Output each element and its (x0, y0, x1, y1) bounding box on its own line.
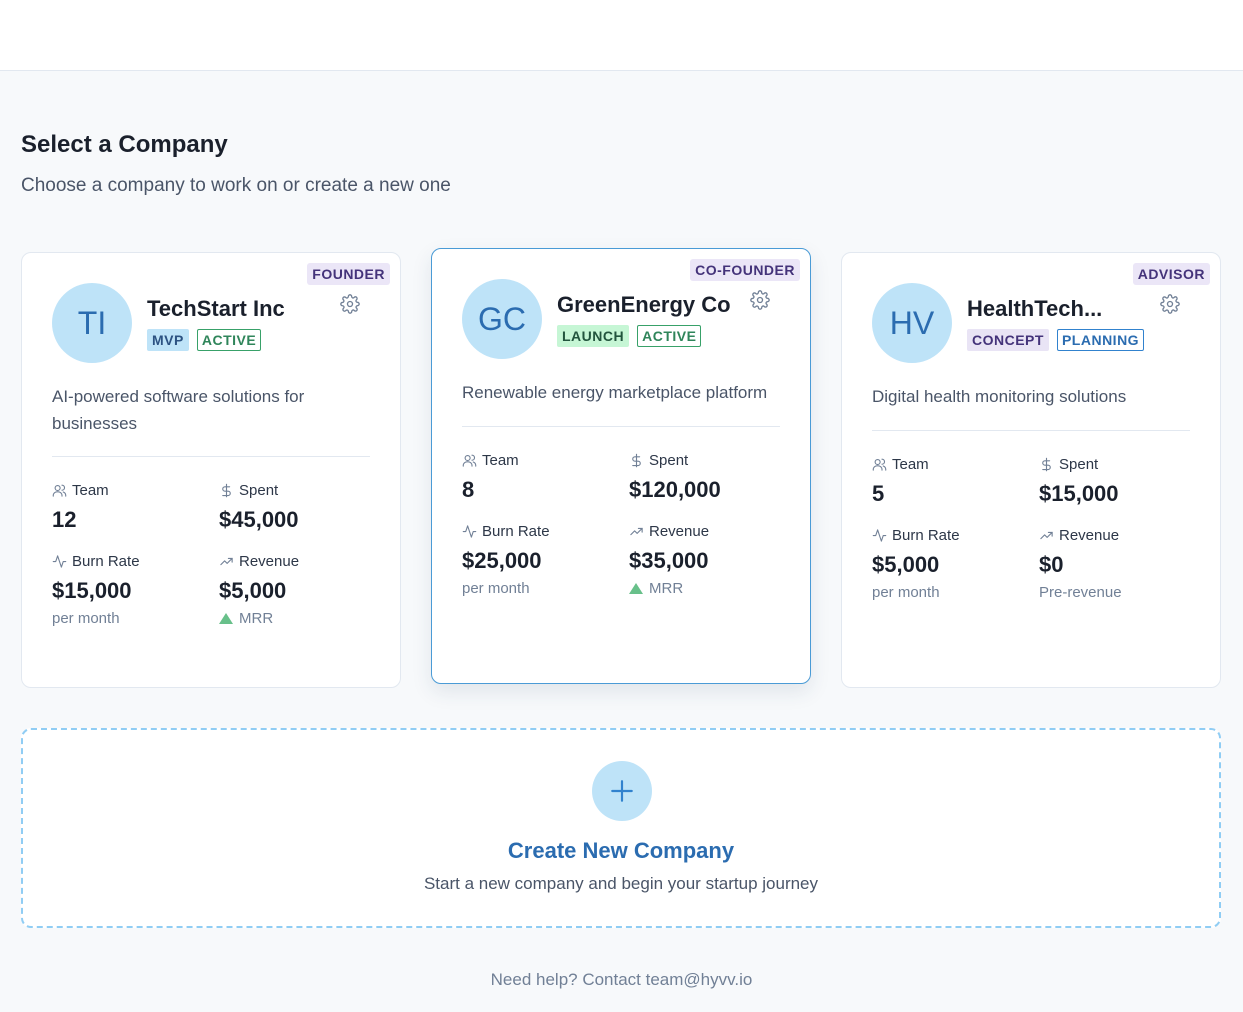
stat-label: Team (72, 481, 109, 499)
stat-label: Burn Rate (892, 526, 960, 544)
burn-value: $15,000 (52, 578, 132, 603)
top-bar (0, 0, 1243, 71)
stat-label: Revenue (239, 552, 300, 570)
users-icon (462, 454, 477, 467)
stage-tag: CONCEPT (967, 329, 1049, 351)
users-icon (872, 458, 887, 471)
divider (462, 426, 780, 427)
dollar-icon (1042, 457, 1051, 471)
team-stat: Team 5 (872, 455, 929, 507)
revenue-note: Pre-revenue (1039, 584, 1122, 601)
stat-label: Revenue (1059, 526, 1120, 544)
spent-value: $120,000 (629, 477, 721, 502)
company-card-greenenergy[interactable]: CO-FOUNDER GC GreenEnergy Co LAUNCH ACTI… (431, 248, 811, 684)
company-card-healthtech[interactable]: ADVISOR HV HealthTech... CONCEPT PLANNIN… (841, 252, 1221, 688)
triangle-up-icon (219, 613, 233, 624)
page-title: Select a Company (21, 131, 228, 158)
revenue-value: $5,000 (219, 578, 287, 603)
stat-label: Team (482, 451, 519, 469)
company-description: AI-powered software solutions for busine… (52, 387, 305, 433)
avatar: TI (52, 283, 132, 363)
dollar-icon (222, 483, 231, 497)
status-tag: ACTIVE (637, 325, 702, 347)
company-name: TechStart Inc (147, 296, 285, 321)
team-value: 5 (872, 481, 885, 506)
role-badge: CO-FOUNDER (690, 259, 800, 281)
burn-stat: Burn Rate $15,000 per month (52, 552, 140, 628)
burn-note: per month (872, 584, 940, 601)
revenue-note: MRR (239, 610, 274, 627)
dollar-icon (632, 453, 641, 467)
gear-icon[interactable] (1160, 294, 1180, 314)
status-tag: PLANNING (1056, 329, 1145, 351)
spent-stat: Spent $15,000 (1039, 455, 1119, 507)
trending-up-icon (1040, 531, 1053, 539)
stat-label: Team (892, 455, 929, 473)
create-company-card[interactable]: Create New Company Start a new company a… (21, 728, 1221, 928)
company-name: GreenEnergy Co (557, 292, 731, 317)
team-value: 12 (52, 507, 77, 532)
stat-label: Burn Rate (482, 522, 550, 540)
revenue-stat: Revenue $35,000 MRR (629, 522, 709, 597)
company-description: Renewable energy marketplace platform (462, 383, 768, 402)
avatar: HV (872, 283, 952, 363)
stat-label: Spent (649, 451, 689, 469)
trending-up-icon (220, 557, 233, 565)
burn-value: $25,000 (462, 548, 542, 573)
role-badge: FOUNDER (307, 263, 390, 285)
burn-note: per month (52, 610, 120, 627)
burn-note: per month (462, 580, 530, 597)
page-subtitle: Choose a company to work on or create a … (21, 175, 451, 196)
stage-tag: MVP (147, 329, 189, 351)
gear-icon[interactable] (750, 290, 770, 310)
status-tag: ACTIVE (196, 329, 262, 351)
spent-value: $45,000 (219, 507, 299, 532)
stat-label: Spent (1059, 455, 1099, 473)
users-icon (52, 484, 67, 497)
company-name: HealthTech... (967, 296, 1103, 321)
activity-icon (52, 554, 67, 568)
gear-icon[interactable] (340, 294, 360, 314)
revenue-value: $35,000 (629, 548, 709, 573)
revenue-stat: Revenue $0 Pre-revenue (1039, 526, 1122, 602)
spent-stat: Spent $120,000 (629, 451, 721, 503)
divider (52, 456, 370, 457)
burn-stat: Burn Rate $5,000 per month (872, 526, 960, 602)
team-value: 8 (462, 477, 475, 502)
stat-label: Spent (239, 481, 279, 499)
revenue-stat: Revenue $5,000 MRR (219, 552, 299, 627)
spent-value: $15,000 (1039, 481, 1119, 506)
stat-label: Revenue (649, 522, 710, 540)
create-company-title[interactable]: Create New Company (507, 838, 735, 863)
company-description: Digital health monitoring solutions (872, 387, 1127, 406)
stat-label: Burn Rate (72, 552, 140, 570)
plus-icon[interactable] (592, 761, 652, 821)
stage-tag: LAUNCH (557, 325, 630, 347)
trending-up-icon (630, 527, 643, 535)
company-card-techstart[interactable]: FOUNDER TI TechStart Inc MVP ACTIVE AI-p… (21, 252, 401, 688)
burn-stat: Burn Rate $25,000 per month (462, 522, 550, 598)
divider (872, 430, 1190, 431)
help-text: Need help? Contact team@hyvv.io (490, 970, 753, 989)
triangle-up-icon (629, 583, 643, 594)
team-stat: Team 8 (462, 451, 519, 503)
team-stat: Team 12 (52, 481, 109, 533)
burn-value: $5,000 (872, 552, 940, 577)
revenue-note: MRR (649, 580, 684, 597)
avatar: GC (462, 279, 542, 359)
role-badge: ADVISOR (1132, 263, 1210, 285)
revenue-value: $0 (1039, 552, 1064, 577)
create-company-subtitle: Start a new company and begin your start… (423, 874, 819, 893)
activity-icon (872, 528, 887, 542)
spent-stat: Spent $45,000 (219, 481, 299, 533)
activity-icon (462, 524, 477, 538)
